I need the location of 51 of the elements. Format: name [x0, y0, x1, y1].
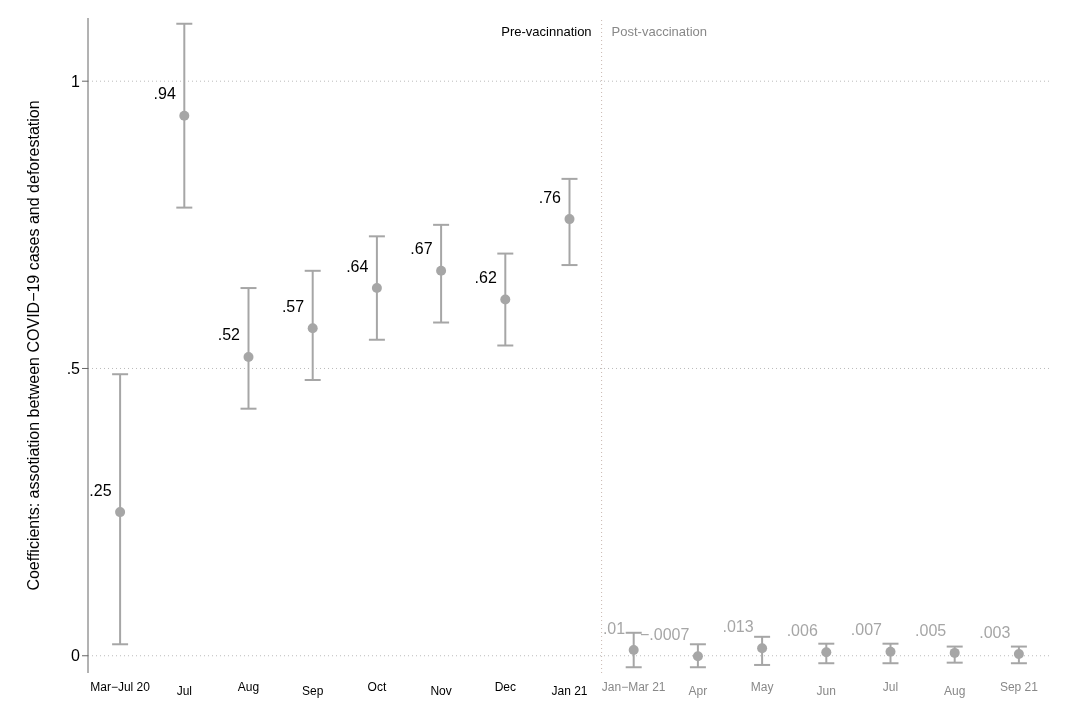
data-label: .76	[538, 188, 562, 206]
point	[371, 283, 382, 294]
point	[500, 294, 511, 305]
point	[949, 647, 960, 658]
x-tick-label: Jan 21	[551, 684, 588, 698]
x-tick-label: May	[750, 680, 774, 694]
point	[1013, 649, 1024, 660]
x-tick-label: Jul	[176, 684, 192, 698]
x-tick-label: Nov	[430, 684, 452, 698]
point	[885, 646, 896, 657]
point	[757, 643, 768, 654]
point	[628, 645, 639, 656]
data-label: .25	[89, 481, 112, 499]
x-tick-label: Dec	[494, 680, 516, 694]
ref-line-label: Post-vaccination	[611, 24, 707, 39]
point	[564, 214, 575, 225]
x-tick-label: Oct	[367, 680, 387, 694]
x-tick-label: Sep 21	[999, 680, 1039, 694]
y-tick-label: 0	[71, 647, 81, 665]
data-label: .67	[410, 240, 433, 258]
y-tick-label: 1	[71, 72, 81, 90]
point	[243, 351, 254, 362]
data-label: .01	[602, 619, 626, 637]
x-tick-label: Sep	[302, 684, 324, 698]
data-label: .005	[915, 622, 947, 640]
x-tick-label: Aug	[944, 684, 966, 698]
point	[307, 323, 318, 334]
x-tick-label: Jan−Mar 21	[601, 680, 666, 694]
data-label: .013	[722, 617, 754, 635]
x-tick-label: Jun	[816, 684, 836, 698]
data-label: .52	[217, 326, 241, 344]
data-label: .007	[850, 621, 883, 639]
data-label: .64	[346, 257, 369, 275]
point	[821, 647, 832, 658]
data-label: .57	[281, 297, 305, 315]
x-tick-label: Apr	[688, 684, 708, 698]
data-label: .62	[474, 269, 497, 287]
point	[115, 507, 126, 518]
point	[179, 110, 190, 121]
data-label: .006	[786, 621, 818, 639]
data-label: −.0007	[640, 625, 690, 643]
y-tick-label: .5	[66, 360, 81, 378]
data-label: .003	[979, 623, 1011, 641]
x-tick-label: Aug	[237, 680, 260, 694]
annotation: Pre-vacinnation	[501, 24, 592, 39]
x-tick-label: Jul	[882, 680, 899, 694]
data-label: .94	[153, 85, 176, 103]
point	[436, 265, 447, 276]
x-tick-label: Mar−Jul 20	[90, 680, 151, 694]
y-axis-title: Coefficients: assotiation between COVID−19 cases and deforestation	[24, 100, 42, 591]
point	[692, 651, 703, 662]
